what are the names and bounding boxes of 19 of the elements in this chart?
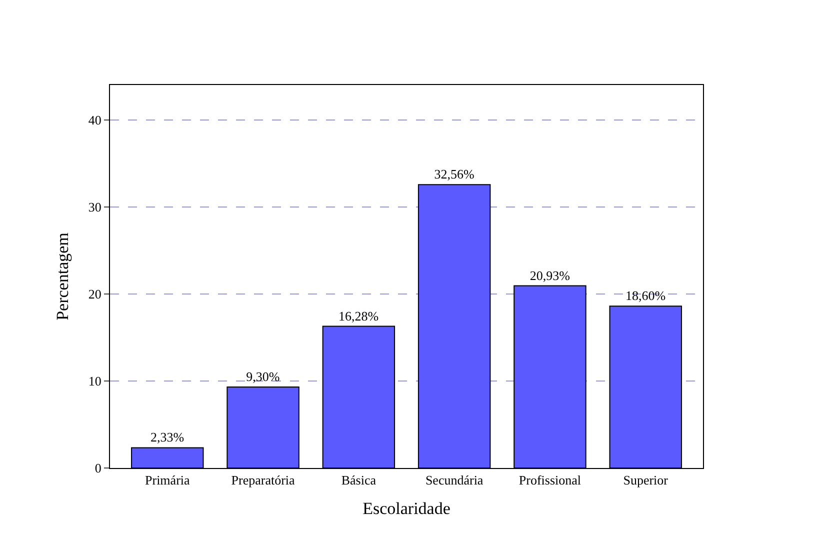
data-label: 2,33% (150, 430, 184, 445)
y-tick-label: 0 (94, 460, 102, 476)
y-tick-label: 20 (88, 286, 102, 302)
data-label: 18,60% (625, 288, 666, 304)
y-axis-title: Percentagem (52, 232, 72, 320)
x-axis-title: Escolaridade (362, 499, 450, 518)
data-label: 20,93% (530, 268, 570, 283)
x-tick-label: Básica (341, 472, 376, 488)
x-tick-label: Secundária (425, 472, 484, 488)
y-tick-label: 40 (88, 112, 102, 128)
x-tick-label: Profissional (518, 472, 582, 488)
data-label: 9,30% (246, 369, 280, 384)
data-label: 32,56% (434, 166, 474, 182)
x-tick-label: Preparatória (231, 472, 296, 488)
x-tick-label: Superior (623, 472, 669, 488)
data-label: 16,28% (338, 308, 379, 324)
y-tick-label: 10 (88, 374, 102, 388)
x-tick-label: Primária (145, 472, 190, 488)
y-tick-label: 30 (88, 199, 102, 214)
